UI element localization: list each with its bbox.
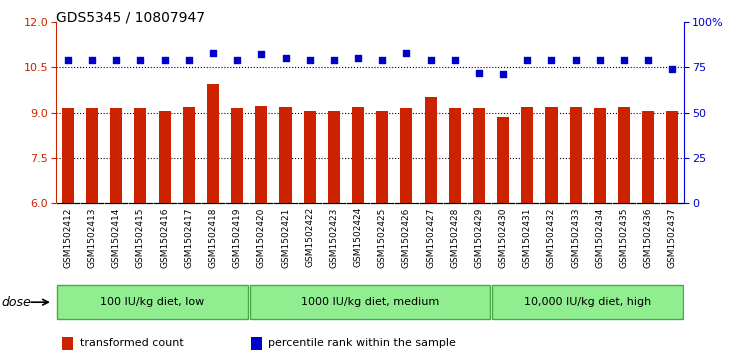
- Text: GSM1502421: GSM1502421: [281, 207, 290, 268]
- Text: GSM1502431: GSM1502431: [523, 207, 532, 268]
- Point: [400, 50, 412, 56]
- Text: GSM1502422: GSM1502422: [305, 207, 314, 268]
- FancyBboxPatch shape: [57, 285, 248, 319]
- Bar: [183, 107, 195, 203]
- Text: GSM1502417: GSM1502417: [185, 207, 193, 268]
- Point: [110, 57, 122, 63]
- Point: [255, 52, 267, 57]
- Point: [135, 57, 147, 63]
- Point: [62, 57, 74, 63]
- Text: GSM1502413: GSM1502413: [88, 207, 97, 268]
- Bar: [280, 107, 292, 203]
- Point: [280, 55, 292, 61]
- Point: [449, 57, 461, 63]
- Bar: [110, 108, 122, 203]
- Point: [183, 57, 195, 63]
- Point: [231, 57, 243, 63]
- Text: GSM1502429: GSM1502429: [475, 207, 484, 268]
- Bar: [594, 108, 606, 203]
- Point: [425, 57, 437, 63]
- Text: GSM1502432: GSM1502432: [547, 207, 556, 268]
- Bar: [425, 97, 437, 203]
- Bar: [400, 108, 412, 203]
- Text: GSM1502426: GSM1502426: [402, 207, 411, 268]
- Bar: [62, 108, 74, 203]
- Text: GSM1502434: GSM1502434: [595, 207, 604, 268]
- Text: GSM1502424: GSM1502424: [353, 207, 362, 268]
- Text: GSM1502414: GSM1502414: [112, 207, 121, 268]
- Bar: [449, 108, 461, 203]
- Text: 1000 IU/kg diet, medium: 1000 IU/kg diet, medium: [301, 297, 439, 307]
- Point: [618, 57, 630, 63]
- Text: 100 IU/kg diet, low: 100 IU/kg diet, low: [100, 297, 205, 307]
- Text: GSM1502412: GSM1502412: [63, 207, 72, 268]
- Text: GSM1502437: GSM1502437: [668, 207, 677, 268]
- Text: GSM1502418: GSM1502418: [208, 207, 217, 268]
- Text: GSM1502435: GSM1502435: [620, 207, 629, 268]
- Bar: [522, 107, 533, 203]
- Text: GSM1502436: GSM1502436: [644, 207, 652, 268]
- Bar: [328, 111, 340, 203]
- Point: [594, 57, 606, 63]
- Point: [376, 57, 388, 63]
- Point: [352, 55, 364, 61]
- Point: [473, 70, 485, 76]
- Text: GSM1502423: GSM1502423: [330, 207, 339, 268]
- Text: percentile rank within the sample: percentile rank within the sample: [269, 338, 456, 348]
- Text: GSM1502420: GSM1502420: [257, 207, 266, 268]
- Text: GSM1502427: GSM1502427: [426, 207, 435, 268]
- Text: GSM1502419: GSM1502419: [233, 207, 242, 268]
- Point: [207, 50, 219, 56]
- Bar: [304, 111, 315, 203]
- Point: [545, 57, 557, 63]
- Point: [667, 66, 679, 72]
- Point: [570, 57, 582, 63]
- Text: transformed count: transformed count: [80, 338, 184, 348]
- Bar: [352, 107, 364, 203]
- Bar: [376, 111, 388, 203]
- Point: [304, 57, 315, 63]
- Bar: [473, 108, 485, 203]
- FancyBboxPatch shape: [251, 285, 490, 319]
- Bar: [135, 108, 147, 203]
- Text: GDS5345 / 10807947: GDS5345 / 10807947: [56, 11, 205, 25]
- Bar: [62, 337, 74, 350]
- Point: [522, 57, 533, 63]
- Point: [642, 57, 654, 63]
- Bar: [642, 111, 654, 203]
- Text: GSM1502425: GSM1502425: [378, 207, 387, 268]
- Bar: [86, 108, 98, 203]
- Text: GSM1502428: GSM1502428: [450, 207, 459, 268]
- Bar: [158, 111, 170, 203]
- Text: GSM1502433: GSM1502433: [571, 207, 580, 268]
- Bar: [207, 84, 219, 203]
- Text: GSM1502415: GSM1502415: [136, 207, 145, 268]
- Bar: [618, 107, 630, 203]
- Bar: [570, 107, 582, 203]
- FancyBboxPatch shape: [493, 285, 683, 319]
- Point: [497, 72, 509, 77]
- Bar: [231, 108, 243, 203]
- Bar: [497, 117, 509, 203]
- Text: dose: dose: [1, 296, 31, 309]
- Text: GSM1502430: GSM1502430: [498, 207, 507, 268]
- Point: [328, 57, 340, 63]
- Bar: [255, 106, 267, 203]
- Bar: [251, 337, 262, 350]
- Bar: [545, 107, 557, 203]
- Point: [158, 57, 170, 63]
- Point: [86, 57, 98, 63]
- Text: GSM1502416: GSM1502416: [160, 207, 169, 268]
- Bar: [667, 111, 679, 203]
- Text: 10,000 IU/kg diet, high: 10,000 IU/kg diet, high: [524, 297, 652, 307]
